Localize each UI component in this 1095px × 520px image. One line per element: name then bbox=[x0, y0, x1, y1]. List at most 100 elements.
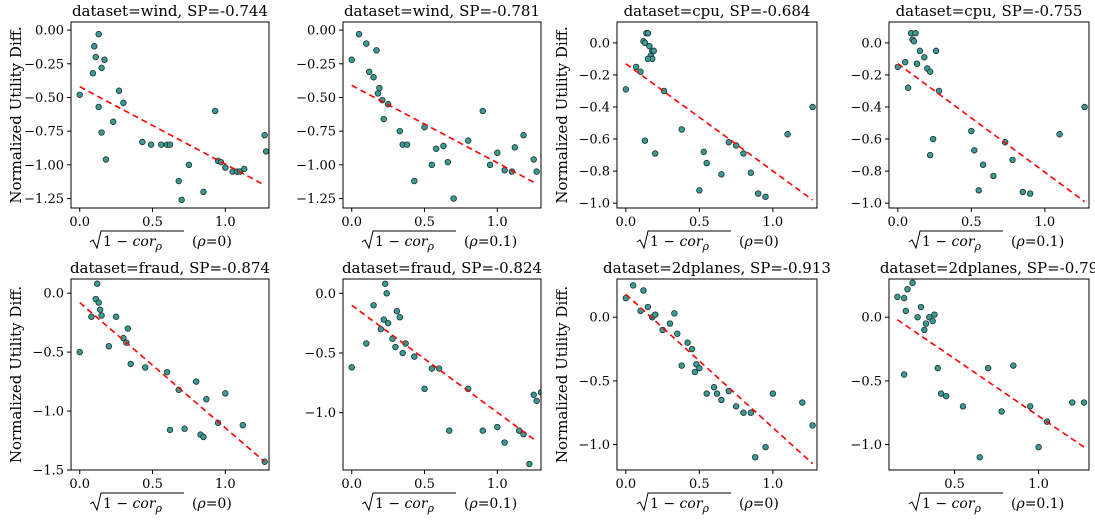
scatter-point bbox=[784, 131, 791, 138]
scatter-point bbox=[486, 161, 494, 169]
scatter-point bbox=[494, 423, 501, 431]
x-label-expression: 1 − corρ bbox=[650, 496, 710, 515]
subplot-5: dataset=fraud, SP=-0.874 Normalized Utili… bbox=[7, 259, 270, 515]
x-axis-label: 1 − corρ (ρ=0) bbox=[636, 492, 779, 515]
x-tick-label: 0.5 bbox=[689, 477, 710, 492]
scatter-point bbox=[926, 151, 934, 159]
y-tick-label: −0.8 bbox=[578, 165, 610, 180]
x-label-expression: 1 − corρ bbox=[375, 496, 435, 515]
y-tick-label: −1.0 bbox=[578, 438, 610, 453]
x-axis-label: 1 − corρ (ρ=0.1) bbox=[908, 492, 1064, 515]
scatter-point bbox=[975, 187, 982, 194]
scatter-point bbox=[799, 399, 806, 406]
x-label-expression: 1 − corρ bbox=[922, 496, 982, 515]
x-tick-label: 0.5 bbox=[142, 215, 163, 230]
subplot-title: dataset=wind, SP=-0.781 bbox=[344, 2, 540, 20]
x-tick-label: 0.0 bbox=[887, 215, 908, 230]
scatter-point bbox=[732, 403, 740, 410]
scatter-point bbox=[348, 364, 355, 371]
y-tick-label: −0.2 bbox=[850, 68, 882, 83]
scatter-point bbox=[754, 190, 762, 197]
x-tick-label: 0.0 bbox=[341, 215, 362, 230]
scatter-point bbox=[917, 303, 925, 311]
scatter-point bbox=[710, 384, 718, 391]
x-axis-label: 1 − corρ (ρ=0.1) bbox=[361, 492, 517, 515]
scatter-point bbox=[912, 30, 919, 37]
scatter-point bbox=[127, 360, 134, 368]
scatter-point bbox=[374, 90, 382, 97]
x-label-rho: (ρ=0.1) bbox=[1011, 496, 1064, 512]
scatter-point bbox=[747, 169, 755, 176]
x-tick-label: 1.0 bbox=[1028, 477, 1049, 492]
scatter-point bbox=[916, 47, 924, 55]
scatter-point bbox=[921, 326, 928, 334]
scatter-point bbox=[370, 302, 377, 309]
scatter-point bbox=[120, 99, 127, 107]
scatter-point bbox=[96, 306, 104, 313]
scatter-point bbox=[139, 138, 146, 146]
scatter-point bbox=[713, 390, 721, 397]
scatter-point bbox=[239, 421, 246, 429]
scatter-point bbox=[937, 390, 945, 397]
scatter-point bbox=[355, 30, 363, 38]
scatter-point bbox=[105, 343, 113, 350]
y-tick-label: −0.5 bbox=[850, 374, 882, 389]
plot-area bbox=[894, 30, 1088, 203]
scatter-point bbox=[660, 87, 668, 95]
x-label-expression: 1 − corρ bbox=[922, 234, 982, 253]
y-tick-label: −0.4 bbox=[578, 100, 610, 115]
scatter-point bbox=[181, 425, 188, 432]
y-tick-label: −0.5 bbox=[32, 346, 64, 361]
scatter-point bbox=[678, 126, 685, 133]
scatter-point bbox=[921, 54, 928, 61]
subplot-title: dataset=cpu, SP=-0.684 bbox=[624, 2, 811, 20]
subplot-title: dataset=fraud, SP=-0.874 bbox=[70, 259, 270, 277]
scatter-point bbox=[740, 409, 747, 416]
trend-line bbox=[351, 304, 538, 442]
scatter-point bbox=[101, 56, 108, 63]
y-tick-label: −0.2 bbox=[578, 68, 610, 83]
scatter-point bbox=[641, 39, 649, 47]
scatter-point bbox=[901, 58, 909, 66]
x-tick-label: 1.0 bbox=[215, 215, 236, 230]
x-tick-label: 1.0 bbox=[487, 215, 508, 230]
scatter-point bbox=[752, 454, 759, 461]
scatter-point bbox=[147, 141, 155, 148]
trend-line bbox=[351, 84, 538, 185]
x-axis-label: 1 − corρ (ρ=0) bbox=[89, 492, 232, 515]
scatter-point bbox=[479, 107, 486, 115]
scatter-point bbox=[684, 339, 691, 346]
sqrt-symbol bbox=[89, 230, 184, 250]
plot-area bbox=[622, 282, 816, 465]
y-tick-label: −1.00 bbox=[296, 158, 336, 173]
plot-area bbox=[348, 280, 541, 468]
scatter-point bbox=[931, 311, 938, 318]
scatter-point bbox=[396, 127, 403, 135]
scatter-point bbox=[158, 141, 165, 148]
y-tick-label: 0.0 bbox=[589, 36, 610, 51]
axes-frame bbox=[888, 21, 1090, 209]
scatter-point bbox=[465, 137, 472, 144]
scatter-point bbox=[718, 396, 725, 404]
scatter-point bbox=[979, 161, 987, 168]
scatter-point bbox=[1056, 131, 1063, 138]
scatter-point bbox=[666, 320, 674, 327]
scatter-point bbox=[89, 70, 97, 77]
scatter-point bbox=[652, 150, 659, 157]
x-tick-label: 0.0 bbox=[615, 215, 636, 230]
axes-frame bbox=[888, 278, 1090, 471]
x-label-rho: (ρ=0) bbox=[739, 496, 779, 512]
y-tick-label: −0.5 bbox=[578, 374, 610, 389]
scatter-point bbox=[432, 145, 440, 152]
y-axis-label: Normalized Utility Diff. bbox=[553, 286, 571, 463]
scatter-point bbox=[1081, 103, 1088, 111]
scatter-point bbox=[990, 172, 997, 180]
scatter-point bbox=[163, 368, 171, 376]
scatter-point bbox=[637, 68, 644, 75]
y-axis-label: Normalized Utility Diff. bbox=[7, 26, 25, 203]
y-tick-label: −0.6 bbox=[578, 133, 610, 148]
y-tick-label: −1.0 bbox=[578, 197, 610, 212]
x-label-expression: 1 − corρ bbox=[103, 234, 163, 253]
trend-line bbox=[625, 63, 814, 201]
scatter-point bbox=[696, 364, 703, 372]
